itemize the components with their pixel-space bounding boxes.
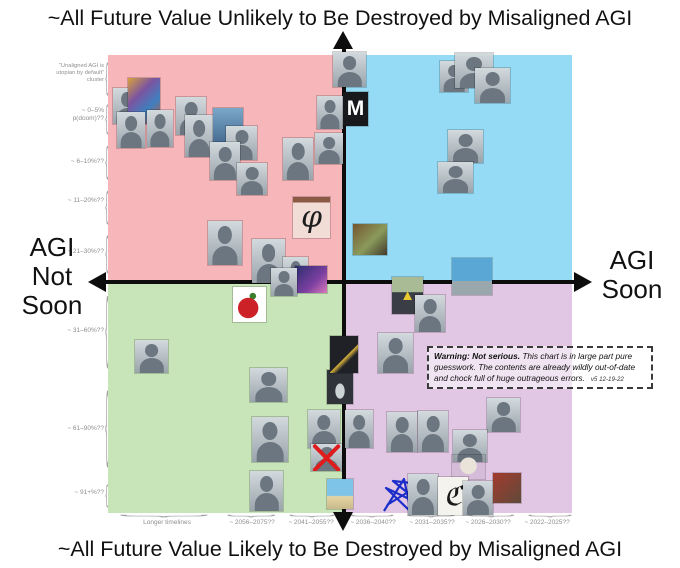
art-03	[295, 266, 327, 293]
x-axis-left-label: AGI Not Soon	[21, 232, 83, 321]
y-tick-label: ~ 11–20%??	[67, 196, 104, 204]
chart-title-top: ~All Future Value Unlikely to Be Destroy…	[47, 6, 633, 30]
y-tick-label: ~ 21–30%??	[67, 247, 104, 255]
axis-arrow-up-icon	[333, 31, 353, 49]
art-05	[452, 258, 492, 295]
face-20	[438, 162, 473, 193]
face-27	[250, 471, 283, 511]
x-tick-label: ~ 2031–2035??	[409, 519, 455, 526]
y-tick-label: “Unaligned AGI is utopian by default” cl…	[56, 63, 104, 84]
y-axis-brace: {	[105, 481, 108, 509]
warning-disclaimer-box: Warning: Not serious. This chart is in l…	[427, 346, 653, 389]
face-19	[448, 130, 483, 163]
face-08	[237, 163, 267, 195]
face-24	[252, 417, 288, 462]
art-apple	[233, 287, 266, 322]
face-33	[487, 398, 520, 432]
face-22	[135, 340, 168, 373]
warning-lead: Warning: Not serious.	[434, 351, 521, 361]
face-23	[250, 368, 287, 402]
y-axis-brace: {	[105, 142, 108, 181]
face-31	[387, 412, 417, 452]
y-axis-brace: {	[105, 288, 108, 372]
art-phi: φ	[293, 197, 330, 238]
art-07	[330, 336, 358, 373]
art-04	[353, 224, 387, 255]
warning-version: v5 12-19-22	[590, 375, 624, 383]
face-10	[315, 133, 343, 164]
art-10	[452, 455, 485, 479]
face-21	[271, 268, 297, 296]
y-axis-brace: {	[105, 187, 108, 226]
face-26	[311, 444, 342, 471]
face-03	[147, 110, 173, 147]
y-tick-label: ~ 91+%??	[74, 488, 104, 496]
face-11	[317, 96, 343, 129]
quadrant-high-doom-not-soon	[108, 282, 344, 513]
x-tick-label: ~ 2022–2025??	[524, 519, 570, 526]
face-18	[475, 68, 510, 103]
x-tick-label: ~ 2026–2030??	[465, 519, 511, 526]
face-29	[378, 333, 413, 373]
horizontal-axis-line	[103, 280, 575, 284]
y-axis-brace: {	[105, 59, 108, 97]
face-09	[283, 138, 313, 180]
chart-title-bottom: ~All Future Value Likely to Be Destroyed…	[57, 537, 623, 561]
axis-arrow-right-icon	[574, 272, 592, 292]
axis-arrow-down-icon	[333, 512, 353, 531]
y-tick-label: ~ 0–5% p(doom)??	[72, 106, 104, 122]
y-axis-brace: {	[105, 232, 108, 276]
face-02	[117, 112, 145, 148]
face-13	[208, 221, 242, 265]
y-axis-brace: {	[105, 383, 108, 472]
x-axis-brace: {	[524, 514, 574, 518]
x-tick-label: ~ 2041–2055??	[288, 519, 334, 526]
art-11	[493, 473, 521, 503]
face-30	[345, 410, 373, 448]
logo-m: M	[343, 92, 368, 126]
art-08	[327, 479, 353, 509]
y-tick-label: ~ 61–90%??	[67, 424, 104, 432]
face-12	[333, 52, 366, 87]
face-32	[418, 411, 448, 452]
face-35	[408, 474, 438, 515]
art-06	[327, 370, 353, 404]
face-36	[463, 481, 493, 515]
face-28	[415, 295, 445, 332]
x-tick-label: Longer timelines	[143, 519, 191, 526]
face-07	[210, 142, 240, 180]
x-axis-brace: {	[112, 514, 212, 518]
warning-body: This chart is in large part pure guesswo…	[434, 351, 636, 383]
axis-arrow-left-icon	[88, 272, 106, 292]
x-tick-label: ~ 2056–2075??	[229, 519, 275, 526]
y-tick-label: ~ 6–10%??	[70, 157, 104, 165]
y-tick-label: ~ 31–60%??	[67, 326, 104, 334]
face-05	[185, 115, 213, 157]
x-axis-right-label: AGI Soon	[601, 245, 663, 305]
x-tick-label: ~ 2036–2040??	[350, 519, 396, 526]
face-25	[308, 410, 340, 448]
y-axis-brace: {	[105, 102, 108, 136]
